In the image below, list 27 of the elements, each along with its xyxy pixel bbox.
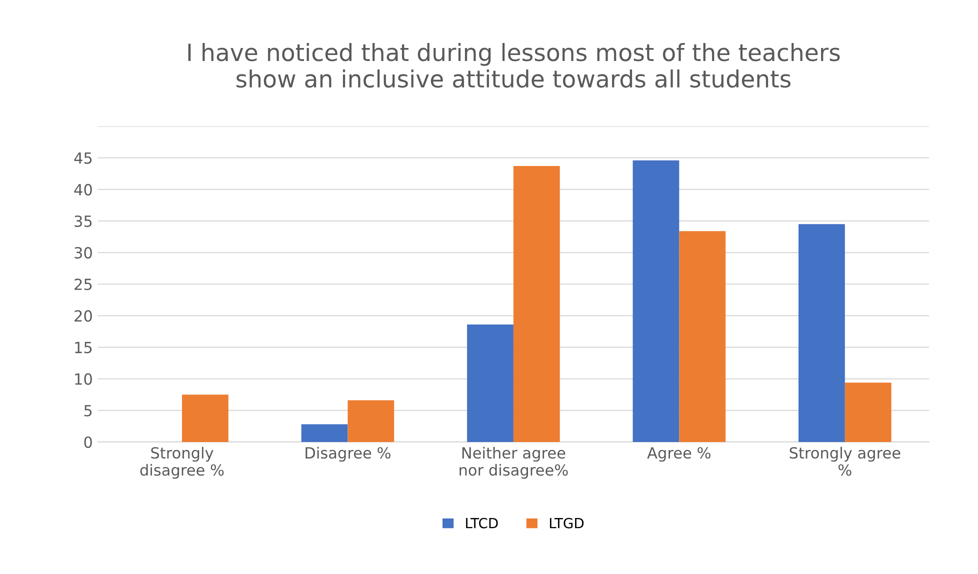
bar — [798, 224, 845, 442]
bar — [632, 160, 680, 442]
y-tick-label: 10 — [75, 373, 92, 385]
bar — [467, 324, 514, 442]
y-tick-label: 5 — [84, 405, 92, 416]
y-tick-label: 35 — [74, 215, 92, 228]
x-tick-label: Strongly agree % — [790, 446, 900, 476]
y-tick-label: 20 — [74, 310, 92, 322]
legend-label: LTCD — [466, 518, 498, 528]
y-tick-label: 30 — [74, 247, 92, 259]
x-tick-label: Disagree % — [306, 446, 390, 462]
bar — [679, 231, 726, 442]
y-tick-label: 0 — [84, 436, 92, 448]
chart-title: I have noticed that during lessons most of the teachers show an inclusive attitude towards all students — [188, 43, 840, 88]
bar — [513, 166, 560, 442]
y-tick-label: 45 — [74, 152, 92, 164]
bar — [844, 382, 892, 442]
y-tick-label: 40 — [74, 184, 92, 196]
bar — [348, 400, 394, 442]
x-tick-label: Neither agree nor disagree% — [460, 446, 568, 479]
x-tick-label: Strongly disagree % — [140, 446, 224, 479]
y-tick-label: 25 — [74, 278, 92, 290]
legend-label: LTGD — [550, 518, 584, 528]
y-tick-label: 15 — [75, 342, 92, 354]
x-tick-label: Agree % — [647, 447, 710, 462]
bar — [182, 394, 228, 442]
bar — [301, 424, 348, 442]
